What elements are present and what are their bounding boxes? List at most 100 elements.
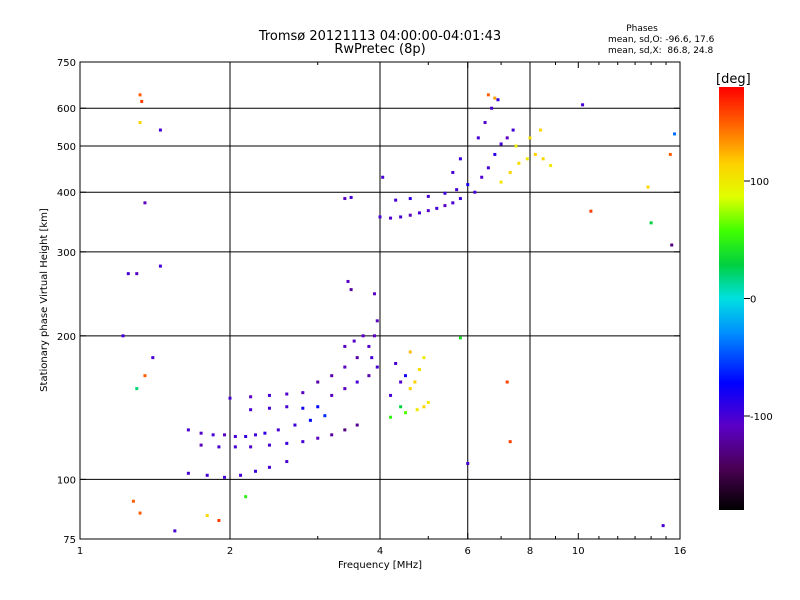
data-point — [443, 204, 447, 208]
data-point — [394, 198, 398, 202]
data-point — [646, 185, 650, 189]
data-point — [480, 175, 484, 179]
phase-stats-heading: Phases — [626, 24, 658, 34]
data-point — [389, 393, 393, 397]
data-point — [490, 106, 494, 110]
chart-title: Tromsø 20121113 04:00:00-04:01:43 — [258, 29, 501, 44]
data-point — [370, 356, 374, 360]
data-point — [355, 423, 359, 427]
data-point — [151, 356, 155, 360]
data-point — [343, 428, 347, 432]
data-point — [249, 445, 253, 449]
data-point — [143, 201, 147, 205]
data-points — [121, 93, 677, 533]
data-point — [249, 408, 253, 412]
data-point — [316, 436, 320, 440]
x-tick-label: 2 — [227, 546, 233, 557]
phase-stats-o-mode: mean, sd,O: -96.6, 17.6 — [608, 35, 715, 45]
data-point — [285, 405, 289, 409]
data-point — [138, 121, 142, 125]
data-point — [346, 279, 350, 283]
data-point — [458, 197, 462, 201]
data-point — [186, 428, 190, 432]
data-point — [476, 136, 480, 140]
x-axis-label: Frequency [MHz] — [338, 560, 422, 571]
data-point — [126, 272, 130, 276]
data-point — [528, 136, 532, 140]
x-tick-label: 1 — [77, 546, 83, 557]
data-point — [244, 435, 248, 439]
y-tick-label: 400 — [57, 188, 76, 199]
data-point — [408, 387, 412, 391]
data-point — [533, 152, 537, 156]
data-point — [223, 433, 227, 437]
y-tick-label: 100 — [57, 475, 76, 486]
data-point — [349, 288, 353, 292]
data-point — [217, 445, 221, 449]
data-point — [233, 435, 237, 439]
data-point — [505, 136, 509, 140]
data-point — [399, 380, 403, 384]
data-point — [426, 209, 430, 213]
data-point — [408, 197, 412, 201]
data-point — [581, 103, 585, 107]
phase-stats: Phases mean, sd,O: -96.6, 17.6 mean, sd,… — [608, 24, 715, 56]
data-point — [253, 433, 257, 437]
data-point — [131, 499, 135, 503]
y-tick-label: 75 — [63, 535, 76, 546]
data-point — [301, 440, 305, 444]
y-axis-label: Stationary phase Virtual Height [km] — [39, 208, 50, 392]
data-point — [381, 175, 385, 179]
data-point — [514, 144, 518, 148]
data-point — [263, 431, 267, 435]
data-point — [661, 524, 665, 528]
chart-subtitle: RwPretec (8p) — [334, 42, 425, 57]
data-point — [301, 406, 305, 410]
data-point — [403, 411, 407, 415]
data-point — [486, 166, 490, 170]
data-point — [301, 391, 305, 395]
data-point — [422, 405, 426, 409]
data-point — [399, 405, 403, 409]
y-tick-label: 600 — [57, 104, 76, 115]
data-point — [158, 128, 162, 132]
data-point — [267, 443, 271, 447]
data-point — [223, 475, 227, 479]
data-point — [199, 431, 203, 435]
data-point — [455, 188, 459, 192]
x-tick-label: 16 — [674, 546, 687, 557]
data-point — [493, 96, 497, 100]
data-point — [267, 393, 271, 397]
data-point — [343, 344, 347, 348]
data-point — [205, 514, 209, 518]
data-point — [413, 380, 417, 384]
data-point — [267, 406, 271, 410]
data-point — [244, 495, 248, 499]
x-tick-label: 6 — [465, 546, 471, 557]
data-point — [549, 164, 553, 168]
data-point — [228, 396, 232, 400]
data-point — [285, 460, 289, 464]
data-point — [330, 393, 334, 397]
data-point — [233, 445, 237, 449]
y-tick-label: 300 — [57, 248, 76, 259]
y-tick-label: 500 — [57, 142, 76, 153]
data-point — [399, 215, 403, 219]
x-tick-label: 8 — [527, 546, 533, 557]
data-point — [483, 121, 487, 125]
data-point — [451, 170, 455, 174]
data-point — [316, 380, 320, 384]
data-point — [541, 157, 545, 161]
data-point — [239, 473, 243, 477]
data-point — [473, 190, 477, 194]
data-point — [508, 170, 512, 174]
data-point — [355, 380, 359, 384]
data-point — [135, 272, 139, 276]
x-axis-ticks: 1 2 4 6 8 10 16 — [77, 62, 687, 557]
data-point — [135, 387, 139, 391]
colorbar-tick-label: -100 — [750, 412, 773, 423]
data-point — [511, 128, 515, 132]
data-point — [499, 142, 503, 146]
data-point — [426, 194, 430, 198]
